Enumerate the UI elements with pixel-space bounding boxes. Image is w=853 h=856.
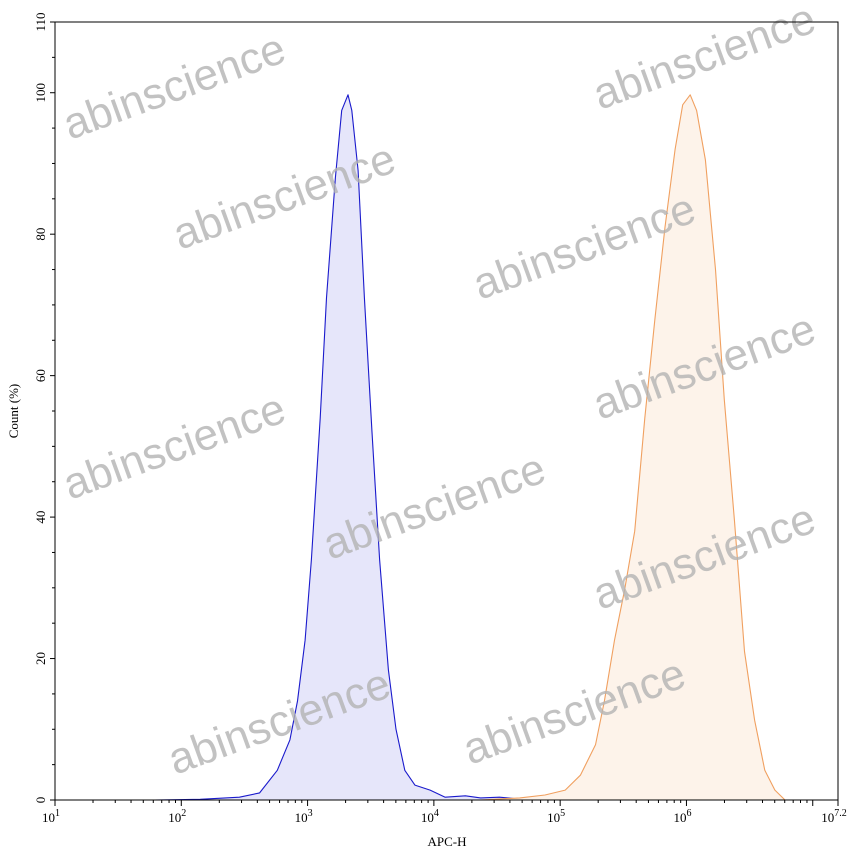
x-axis-label: APC-H: [427, 834, 466, 849]
watermark-text: abinscience: [57, 24, 292, 150]
y-tick-label: 0: [33, 797, 48, 804]
watermark-text: abinscience: [167, 134, 402, 260]
x-tick-label: 102: [168, 808, 186, 825]
series-0-fill: [154, 94, 530, 801]
series-layer: [154, 94, 786, 801]
y-tick-label: 40: [33, 511, 48, 524]
y-tick-label: 20: [33, 652, 48, 665]
axes-layer: 0 20 40 60 80 100 110 101 102 103 104 105 106 107.2: [33, 12, 847, 825]
y-tick-label: 100: [33, 83, 48, 103]
watermark-text: abinscience: [587, 0, 822, 119]
x-tick-label: 101: [42, 808, 60, 825]
y-axis-label: Count (%): [6, 384, 21, 439]
y-tick-label: 60: [33, 369, 48, 382]
x-tick-label: 106: [673, 808, 691, 825]
series-1-fill: [480, 94, 785, 801]
watermark-text: abinscience: [57, 384, 292, 510]
x-tick-label: 105: [547, 808, 565, 825]
y-tick-label: 110: [33, 12, 48, 31]
y-tick-label: 80: [33, 228, 48, 241]
x-tick-label: 103: [295, 808, 313, 825]
series-0-line: [154, 94, 530, 801]
x-tick-label: 104: [421, 808, 439, 825]
x-tick-label: 107.2: [821, 808, 847, 825]
series-1-line: [480, 94, 786, 801]
